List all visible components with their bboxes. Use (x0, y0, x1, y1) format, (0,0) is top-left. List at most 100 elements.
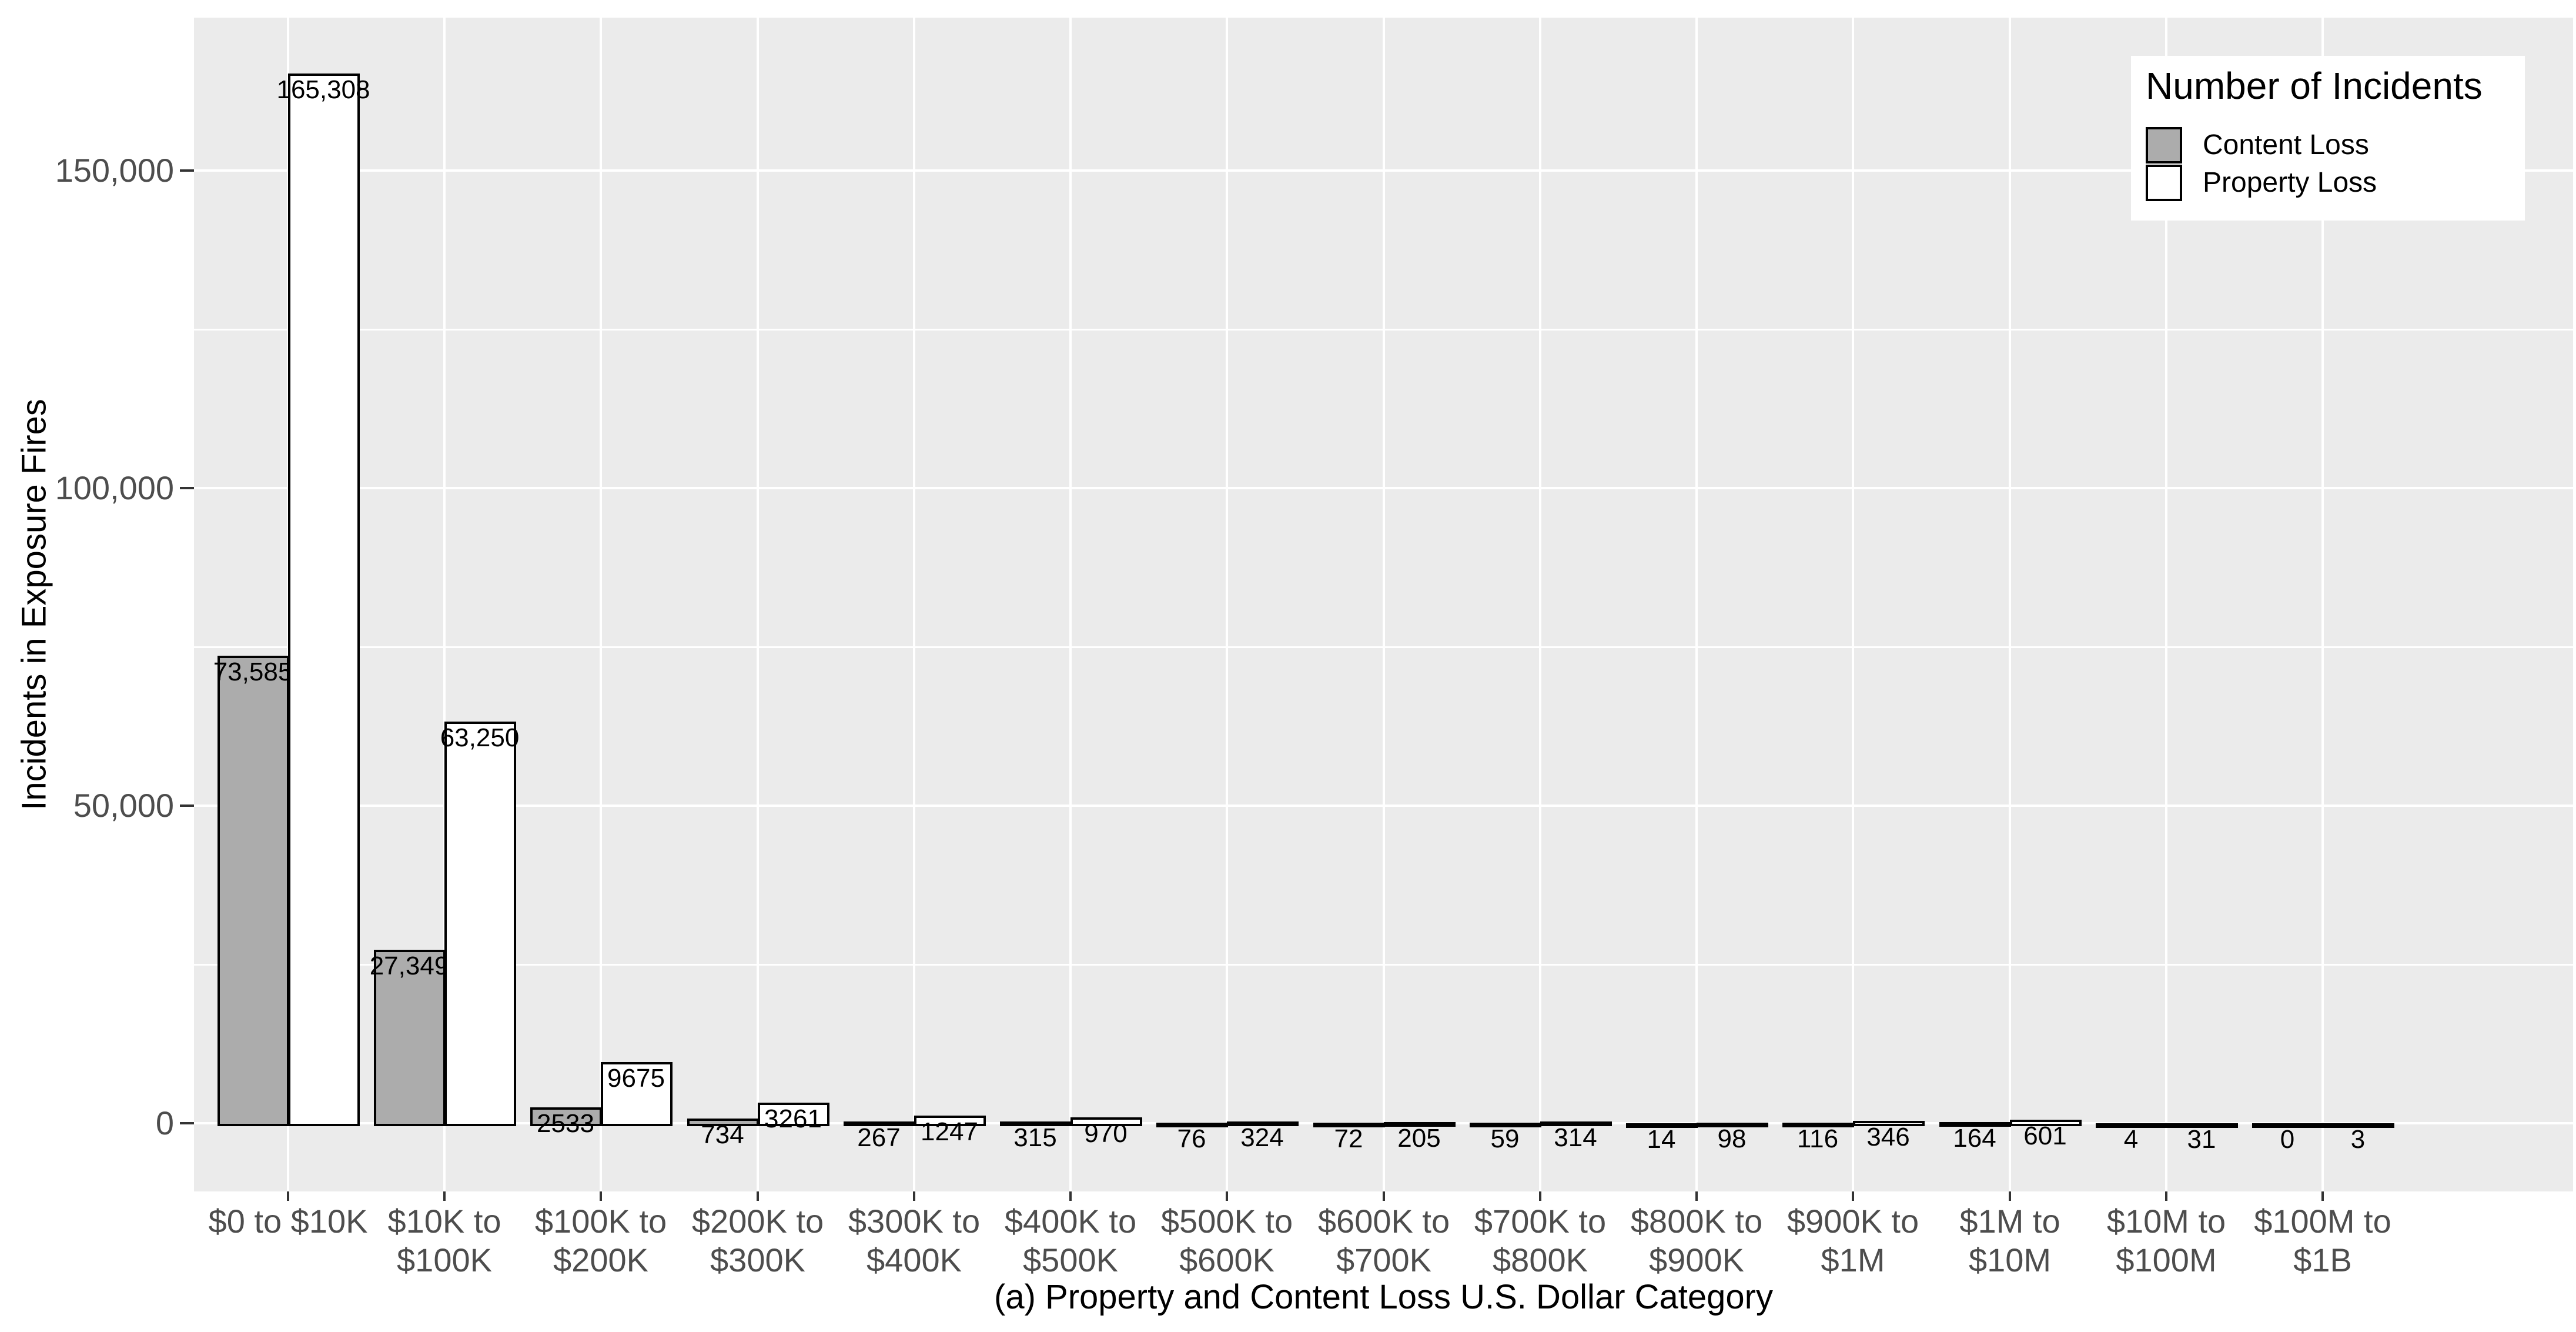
bar-property-loss (1070, 1117, 1142, 1126)
x-tick-label: $1M to $10M (1959, 1203, 2060, 1278)
bar-value-label: 27,349 (369, 952, 449, 980)
x-tick-label: $800K to $900K (1630, 1203, 1763, 1278)
x-tick-mark (913, 1191, 915, 1201)
bar-property-loss (1697, 1123, 1768, 1127)
x-tick-mark (1069, 1191, 1072, 1201)
gridline-major-x (1852, 18, 1854, 1191)
x-tick-label: $10K to $100K (387, 1203, 501, 1278)
bar-value-label: 346 (1866, 1123, 1910, 1151)
gridline-major-x (1539, 18, 1541, 1191)
bar-value-label: 165,308 (276, 75, 370, 104)
x-tick-mark (2321, 1191, 2324, 1201)
bar-property-loss (2166, 1123, 2238, 1128)
x-tick-mark (1226, 1191, 1228, 1201)
bar-value-label: 14 (1647, 1125, 1676, 1154)
x-tick-label: $200K to $300K (691, 1203, 824, 1278)
bar-property-loss (2323, 1123, 2394, 1128)
legend-label-content-loss: Content Loss (2203, 129, 2369, 161)
bar-value-label: 72 (1334, 1124, 1363, 1153)
gridline-major-x (757, 18, 759, 1191)
bar-value-label: 324 (1240, 1123, 1284, 1152)
y-tick-mark (180, 487, 194, 489)
bar-value-label: 59 (1490, 1124, 1520, 1153)
bar-property-loss (1853, 1121, 1925, 1126)
x-tick-mark (1695, 1191, 1698, 1201)
bar-property-loss (758, 1103, 829, 1126)
y-tick-label: 50,000 (73, 787, 174, 824)
x-tick-label: $100K to $200K (534, 1203, 667, 1278)
legend-key-property-loss (2146, 165, 2182, 201)
bar-value-label: 601 (2023, 1121, 2067, 1150)
gridline-major-x (2009, 18, 2011, 1191)
y-tick-label: 100,000 (55, 469, 174, 506)
legend-title: Number of Incidents (2146, 65, 2483, 107)
bar-content-loss (218, 656, 289, 1126)
bar-property-loss (1227, 1121, 1299, 1126)
gridline-major-x (600, 18, 602, 1191)
bar-value-label: 63,250 (440, 723, 520, 752)
bar-value-label: 205 (1397, 1124, 1441, 1153)
x-tick-label: $100M to $1B (2254, 1203, 2391, 1278)
bar-value-label: 267 (857, 1123, 901, 1152)
bar-value-label: 2533 (537, 1109, 594, 1138)
x-tick-mark (443, 1191, 446, 1201)
y-tick-mark (180, 1122, 194, 1124)
bar-value-label: 164 (1953, 1124, 1996, 1153)
x-tick-label: $600K to $700K (1317, 1203, 1450, 1278)
gridline-major-x (913, 18, 915, 1191)
bar-property-loss (1384, 1122, 1456, 1127)
bar-property-loss (444, 722, 516, 1126)
bar-value-label: 98 (1717, 1124, 1747, 1153)
x-axis-title: (a) Property and Content Loss U.S. Dolla… (994, 1278, 1773, 1316)
x-tick-mark (1383, 1191, 1385, 1201)
bar-property-loss (2010, 1120, 2082, 1126)
y-tick-label: 150,000 (55, 152, 174, 189)
bar-property-loss (288, 74, 360, 1126)
bar-value-label: 4 (2123, 1125, 2139, 1154)
x-tick-mark (1539, 1191, 1541, 1201)
x-tick-mark (757, 1191, 759, 1201)
gridline-major-x (1695, 18, 1698, 1191)
x-tick-label: $500K to $600K (1160, 1203, 1293, 1278)
gridline-major-x (1383, 18, 1385, 1191)
bar-value-label: 734 (701, 1120, 744, 1149)
gridline-major-x (1226, 18, 1228, 1191)
y-tick-mark (180, 169, 194, 172)
bar-value-label: 9675 (607, 1064, 665, 1093)
bar-value-label: 76 (1177, 1124, 1206, 1153)
bar-property-loss (1540, 1121, 1612, 1126)
x-tick-label: $300K to $400K (848, 1203, 981, 1278)
gridline-major-x (2165, 18, 2167, 1191)
bar-content-loss (530, 1107, 602, 1126)
bar-value-label: 3 (2350, 1125, 2366, 1154)
gridline-major-x (443, 18, 446, 1191)
legend: Number of Incidents Content Loss Propert… (2131, 56, 2525, 221)
y-tick-mark (180, 804, 194, 807)
y-axis-title: Incidents in Exposure Fires (15, 399, 53, 810)
bar-property-loss (914, 1116, 986, 1126)
x-tick-label: $700K to $800K (1474, 1203, 1607, 1278)
bar-value-label: 116 (1796, 1124, 1839, 1153)
bar-value-label: 315 (1013, 1123, 1057, 1152)
y-tick-label: 0 (155, 1104, 174, 1141)
legend-key-content-loss (2146, 127, 2182, 163)
legend-label-property-loss: Property Loss (2203, 167, 2377, 198)
x-tick-label: $400K to $500K (1004, 1203, 1137, 1278)
bar-value-label: 0 (2280, 1125, 2295, 1154)
x-tick-mark (287, 1191, 289, 1201)
gridline-major-x (2321, 18, 2324, 1191)
bar-value-label: 1247 (921, 1117, 978, 1146)
x-tick-label: $900K to $1M (1787, 1203, 1919, 1278)
bar-property-loss (601, 1062, 673, 1126)
x-tick-mark (2165, 1191, 2167, 1201)
x-tick-label: $0 to $10K (208, 1203, 368, 1240)
bar-value-label: 970 (1084, 1119, 1128, 1148)
x-tick-mark (2009, 1191, 2011, 1201)
bar-value-label: 314 (1554, 1123, 1597, 1152)
bar-value-label: 3261 (764, 1104, 822, 1133)
x-tick-label: $10M to $100M (2106, 1203, 2226, 1278)
bar-value-label: 73,585 (213, 657, 293, 686)
x-tick-mark (1852, 1191, 1854, 1201)
bar-value-label: 31 (2187, 1125, 2216, 1154)
